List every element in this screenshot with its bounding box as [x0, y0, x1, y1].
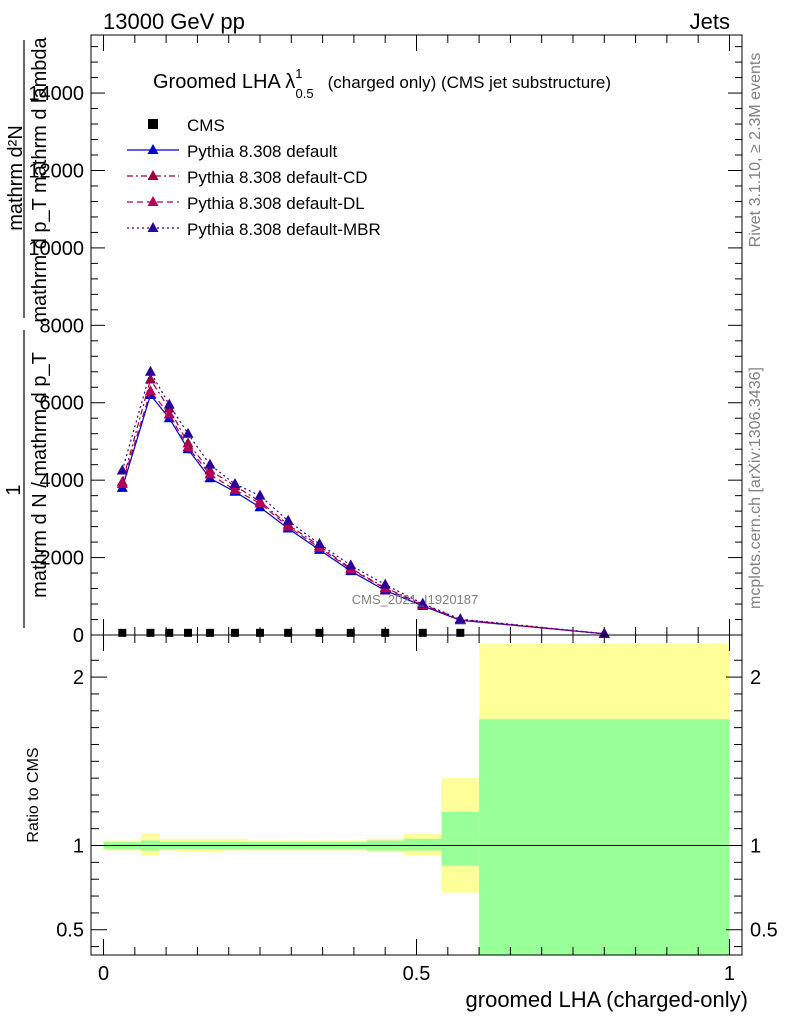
ratio-ytick-label-right: 0.5 — [750, 920, 778, 942]
main-ytick-label: 0 — [73, 625, 84, 647]
series-point-2 — [282, 520, 294, 531]
legend-marker-3 — [147, 222, 159, 232]
cms-point — [456, 628, 465, 637]
ratio-ylabel: Ratio to CMS — [25, 747, 42, 842]
series-point-2 — [204, 468, 216, 479]
series-point-3 — [313, 538, 325, 549]
main-ytick-label: 8000 — [40, 315, 85, 337]
main-ytick-label: 14000 — [28, 83, 84, 105]
chart-title-sup: 1 — [295, 66, 302, 81]
series-line-2 — [121, 389, 605, 635]
ylabel-top: mathrm d²N — [5, 125, 27, 231]
legend: CMS Pythia 8.308 default Pythia 8.308 defa… — [127, 116, 381, 239]
main-ytick-label: 10000 — [28, 238, 84, 260]
ratio-ytick-label: 2 — [73, 667, 84, 689]
mcplots-label: mcplots.cern.ch [arXiv:1306.3436] — [747, 367, 764, 609]
main-series — [116, 365, 610, 638]
legend-label-2: Pythia 8.308 default-DL — [187, 194, 365, 213]
cms-point — [230, 628, 239, 637]
series-point-3 — [282, 514, 294, 525]
ratio-ytick-label-right: 1 — [750, 836, 761, 858]
legend-marker-0 — [147, 144, 159, 154]
cms-point — [346, 628, 355, 637]
cms-point — [284, 628, 293, 637]
legend-label-3: Pythia 8.308 default-MBR — [187, 220, 381, 239]
chart-title-suffix: (charged only) (CMS jet substructure) — [328, 73, 611, 92]
cms-point — [165, 628, 174, 637]
ratio-panel: 0 0.5 1 0.5 0.5 1 1 2 2 — [56, 634, 778, 985]
series-line-3 — [121, 370, 605, 635]
main-ytick-label: 12000 — [28, 160, 84, 182]
ratio-bands — [103, 643, 730, 955]
main-ytick-label: 4000 — [40, 470, 85, 492]
ratio-ytick-label: 0.5 — [56, 920, 84, 942]
legend-label-1: Pythia 8.308 default-CD — [187, 168, 368, 187]
ylabel-mid: mathrm d p_T mathrm d lambda — [29, 36, 51, 322]
main-ytick-label: 6000 — [40, 393, 85, 415]
cms-point — [146, 628, 155, 637]
series-line-0 — [121, 393, 605, 635]
main-ticks: 0 2000 4000 6000 8000 10000 12000 14000 — [28, 35, 742, 647]
cms-data-points — [118, 628, 465, 637]
ratio-band-green — [403, 838, 442, 851]
ratio-xtick-label: 0 — [98, 963, 109, 985]
ratio-band-green — [479, 719, 730, 955]
legend-marker-1 — [147, 170, 159, 180]
series-point-3 — [254, 489, 266, 500]
series-point-3 — [182, 427, 194, 438]
series-point-1 — [144, 373, 156, 384]
rivet-label: Rivet 3.1.10, ≥ 2.3M events — [747, 53, 764, 248]
header-left: 13000 GeV pp — [103, 9, 245, 34]
ratio-band-green — [441, 811, 480, 866]
series-point-3 — [163, 398, 175, 409]
cms-point — [205, 628, 214, 637]
header-right: Jets — [690, 9, 730, 34]
cms-point — [256, 628, 265, 637]
analysis-watermark: CMS_2021_I1920187 — [352, 592, 479, 607]
legend-marker-2 — [147, 196, 159, 206]
ratio-xtick-label: 0.5 — [403, 963, 431, 985]
series-point-2 — [229, 483, 241, 494]
cms-point — [184, 628, 193, 637]
chart-title-main: Groomed LHA λ — [153, 71, 295, 93]
chart-title-sub: 0.5 — [296, 86, 314, 101]
ratio-xtick-label: 1 — [724, 963, 735, 985]
legend-marker-cms — [148, 119, 158, 129]
cms-point — [418, 628, 427, 637]
ratio-ytick-label-right: 2 — [750, 667, 761, 689]
main-ytick-label: 2000 — [40, 548, 85, 570]
main-panel: 0 2000 4000 6000 8000 10000 12000 14000 — [28, 34, 743, 647]
series-point-3 — [417, 597, 429, 608]
ratio-ticks: 0 0.5 1 0.5 0.5 1 1 2 2 — [56, 635, 778, 985]
series-point-3 — [204, 458, 216, 469]
ratio-ytick-label: 1 — [73, 836, 84, 858]
series-point-2 — [254, 497, 266, 508]
series-point-2 — [116, 478, 128, 489]
series-point-3 — [454, 613, 466, 624]
series-point-3 — [379, 578, 391, 589]
cms-point — [118, 628, 127, 637]
ylabel-main: mathrm d N / mathrm d p_T — [29, 352, 51, 598]
ylabel-one: 1 — [3, 484, 25, 495]
series-point-3 — [229, 478, 241, 489]
series-point-3 — [144, 365, 156, 376]
series-point-2 — [182, 441, 194, 452]
series-point-2 — [144, 385, 156, 396]
series-point-3 — [345, 559, 357, 570]
cms-point — [381, 628, 390, 637]
cms-point — [315, 628, 324, 637]
ratio-frame — [90, 634, 743, 956]
series-point-3 — [116, 464, 128, 475]
legend-label-0: Pythia 8.308 default — [187, 142, 338, 161]
legend-label-cms: CMS — [187, 116, 225, 135]
x-axis-label: groomed LHA (charged-only) — [466, 987, 748, 1012]
chart-title: Groomed LHA λ1 0.5 (charged only) (CMS jet… — [153, 66, 611, 101]
series-point-2 — [163, 408, 175, 419]
